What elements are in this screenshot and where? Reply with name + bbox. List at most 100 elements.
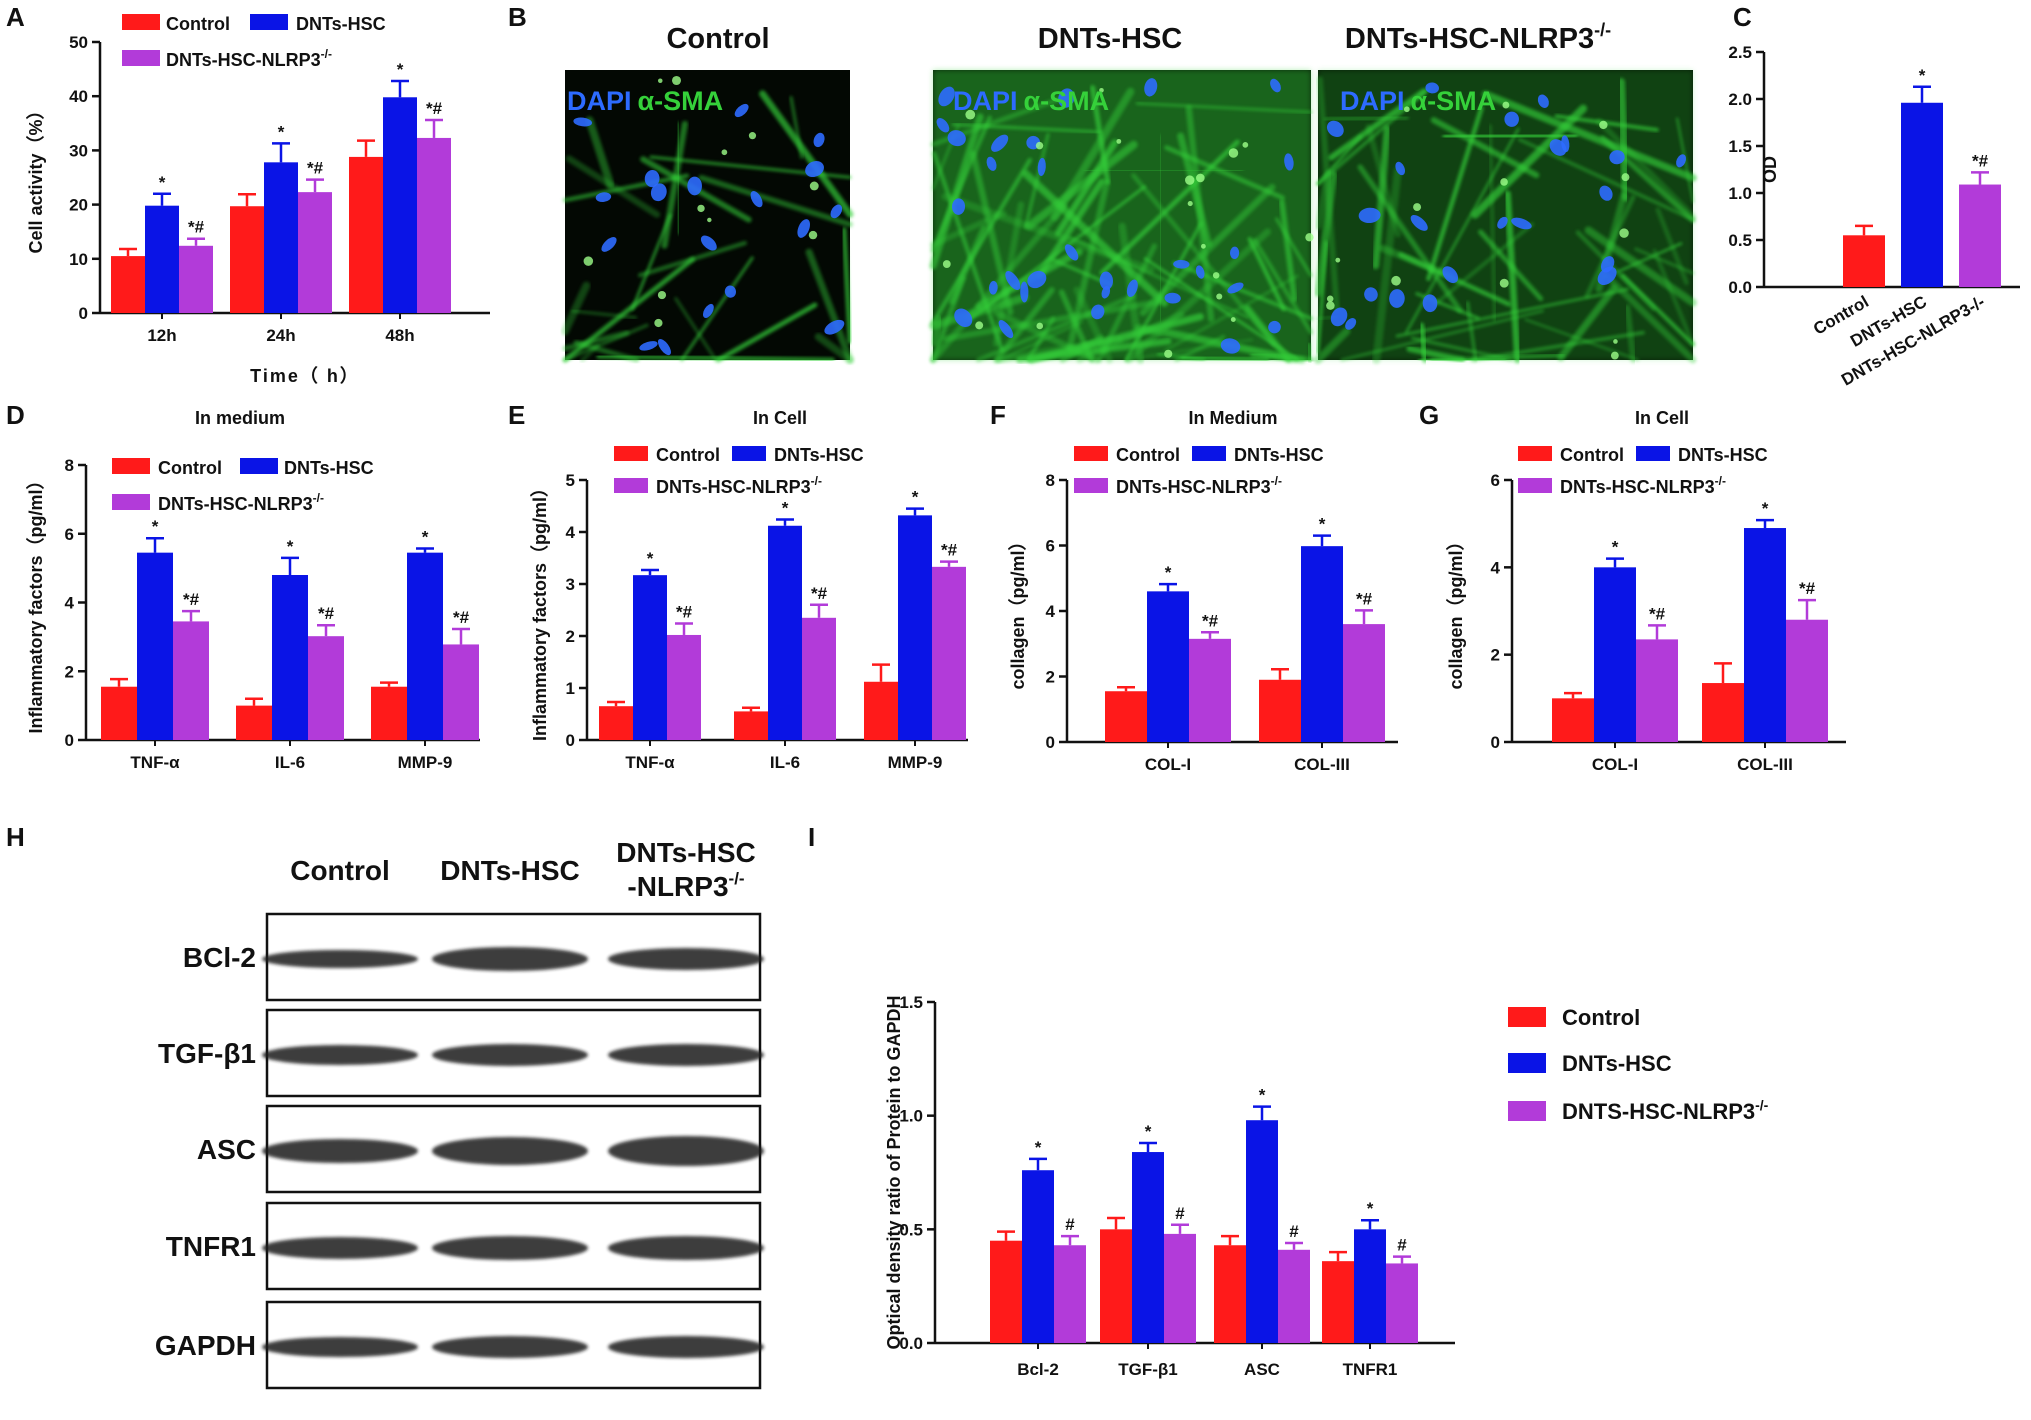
actin-fiber xyxy=(1470,330,1645,362)
chart-title: In Cell xyxy=(1635,408,1689,428)
nucleus xyxy=(595,192,612,202)
x-tick-label: IL-6 xyxy=(275,753,305,772)
micro-title-control: Control xyxy=(666,23,769,55)
actin-fiber xyxy=(1328,88,1427,161)
y-tick-label: 1.0 xyxy=(899,1107,923,1126)
bar xyxy=(1322,1261,1354,1343)
legend-label-dnts: DNTs-HSC xyxy=(296,14,386,34)
y-tick-label: 1.5 xyxy=(899,993,923,1012)
legend-label-dnts: DNTs-HSC xyxy=(774,445,864,465)
stain-sma-label: α-SMA xyxy=(638,86,724,116)
actin-fiber xyxy=(565,155,661,218)
actin-fiber xyxy=(1418,355,1507,364)
y-tick-label: 30 xyxy=(69,141,88,160)
nucleus xyxy=(805,161,824,178)
actin-fiber xyxy=(1143,257,1300,362)
stain-sma-label: α-SMA xyxy=(1024,86,1110,116)
bright-spot xyxy=(1413,203,1422,212)
actin-fiber xyxy=(571,309,638,319)
bar xyxy=(932,566,966,740)
bright-spot xyxy=(975,321,984,330)
legend-label-nlrp3: DNTS-HSC-NLRP3-/- xyxy=(1562,1097,1769,1124)
significance-mark: * xyxy=(1919,66,1926,85)
y-axis-label: collagen（pg/ml） xyxy=(1446,532,1466,689)
y-tick-label: 6 xyxy=(65,525,74,544)
wb-col-control: Control xyxy=(290,855,390,886)
legend-swatch-control xyxy=(1074,446,1108,461)
bright-spot xyxy=(809,181,819,191)
nucleus xyxy=(1442,266,1459,284)
wb-col-nlrp3-line1: DNTs-HSC xyxy=(616,837,755,868)
significance-mark: * xyxy=(278,122,285,141)
x-tick-label: ASC xyxy=(1244,1360,1280,1379)
y-tick-label: 2.0 xyxy=(1728,90,1752,109)
wb-row-label: TNFR1 xyxy=(166,1231,256,1262)
actin-fiber xyxy=(998,320,1084,362)
actin-fiber xyxy=(1584,226,1697,307)
micro-title-nlrp3: DNTs-HSC-NLRP3-/- xyxy=(1345,20,1611,55)
nucleus xyxy=(1173,259,1190,269)
bright-spot xyxy=(1326,301,1335,310)
x-tick-label: IL-6 xyxy=(770,753,800,772)
bar xyxy=(145,205,179,313)
bright-spot xyxy=(1116,138,1122,144)
y-tick-label: 0 xyxy=(65,731,74,750)
nucleus xyxy=(1395,161,1406,176)
legend-f: Control DNTs-HSC DNTs-HSC-NLRP3-/- xyxy=(1074,445,1324,497)
protein-band xyxy=(608,1336,764,1358)
bright-spot xyxy=(1036,322,1044,330)
bright-spot xyxy=(1619,228,1629,238)
nucleus xyxy=(998,320,1014,339)
significance-mark: *# xyxy=(1649,604,1666,623)
bar xyxy=(1552,698,1594,742)
bar xyxy=(1301,546,1343,742)
panel-label-c: C xyxy=(1733,2,1752,32)
nucleus xyxy=(1126,279,1138,298)
bar xyxy=(272,575,308,740)
significance-mark: * xyxy=(1145,1122,1152,1141)
legend-swatch-control xyxy=(614,446,648,461)
actin-fiber xyxy=(1275,217,1313,278)
legend-label-dnts: DNTs-HSC xyxy=(284,458,374,478)
panel-label-h: H xyxy=(6,822,25,852)
protein-band xyxy=(262,950,418,968)
legend-swatch-control xyxy=(1518,446,1552,461)
actin-fiber xyxy=(789,96,804,159)
nucleus xyxy=(1497,216,1508,229)
actin-fiber xyxy=(1478,229,1544,302)
bright-spot xyxy=(1500,178,1508,186)
significance-mark: # xyxy=(1065,1215,1075,1234)
y-tick-label: 0 xyxy=(1491,733,1500,752)
x-tick-label: COL-I xyxy=(1145,755,1191,774)
actin-fiber xyxy=(1096,243,1158,363)
bright-spot xyxy=(1216,293,1223,300)
bright-spot xyxy=(1391,275,1401,286)
legend-swatch-nlrp3 xyxy=(1508,1101,1546,1121)
y-tick-label: 3 xyxy=(566,575,575,594)
y-tick-label: 10 xyxy=(69,250,88,269)
bright-spot xyxy=(697,204,705,213)
actin-fiber xyxy=(1025,140,1138,230)
y-tick-label: 2 xyxy=(1046,668,1055,687)
y-tick-label: 4 xyxy=(1046,602,1056,621)
nucleus xyxy=(947,130,966,147)
actin-fiber xyxy=(1185,105,1215,323)
protein-band xyxy=(432,947,588,971)
legend-label-control: Control xyxy=(166,14,230,34)
y-tick-label: 5 xyxy=(566,471,575,490)
significance-mark: * xyxy=(152,517,159,536)
bright-spot xyxy=(1502,101,1510,109)
y-tick-label: 4 xyxy=(1491,558,1501,577)
nucleus xyxy=(1220,338,1241,354)
bright-spot xyxy=(1185,175,1195,185)
actin-fiber xyxy=(585,116,615,189)
actin-fiber xyxy=(1067,235,1250,319)
nucleus xyxy=(1227,282,1244,294)
microscopy-panel: Control DNTs-HSC DNTs-HSC-NLRP3-/- DAPI α… xyxy=(561,20,1697,364)
nucleus xyxy=(1326,120,1344,137)
nucleus xyxy=(1358,207,1381,224)
nucleus xyxy=(1504,111,1519,127)
nucleus xyxy=(1599,185,1613,201)
